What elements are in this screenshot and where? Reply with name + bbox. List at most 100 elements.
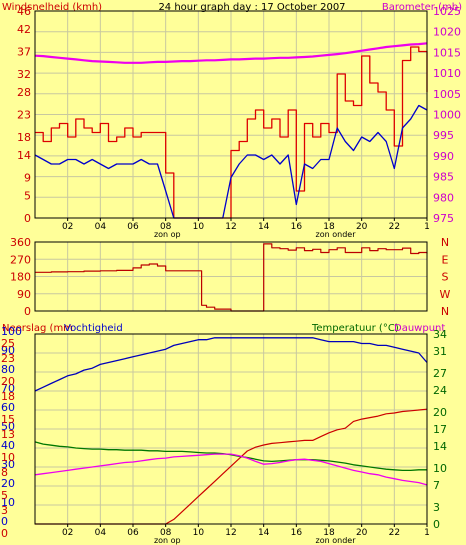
low-xtick-label: 08 xyxy=(160,528,172,538)
wind-ytick-label: 28 xyxy=(17,86,31,99)
barometer-ytick-label: 980 xyxy=(433,191,454,204)
humidity-ytick-label: 80 xyxy=(1,363,15,376)
wind-xtick-label: 08 xyxy=(160,222,172,232)
barometer-axis-label: Barometer (mb) xyxy=(382,2,462,13)
barometer-ytick-label: 990 xyxy=(433,150,454,163)
compass-label: E xyxy=(442,253,449,266)
rain-ytick-label: 20 xyxy=(1,375,15,388)
wind-xtick-label: 16 xyxy=(291,222,303,232)
temperature-ytick-label: 14 xyxy=(433,440,447,453)
rain-ytick-label: 8 xyxy=(1,466,8,479)
wind-xtick-label: 02 xyxy=(62,222,73,232)
barometer-ytick-label: 995 xyxy=(433,129,454,142)
temperature-axis-label: Temperatuur (°C) xyxy=(311,323,399,334)
direction-ytick-label: 360 xyxy=(10,236,31,249)
wind-sunset-label: zon onder xyxy=(316,230,357,239)
compass-label: N xyxy=(441,236,449,249)
temperature-ytick-label: 20 xyxy=(433,406,447,419)
humidity-line xyxy=(34,337,428,392)
wind-axis-label: Windsnelheid (kmh) xyxy=(2,2,102,13)
humidity-ytick-label: 60 xyxy=(1,401,15,414)
wind-xtick-label: 06 xyxy=(127,222,139,232)
wind-ytick-label: 42 xyxy=(17,23,31,36)
humidity-ytick-label: 70 xyxy=(1,382,15,395)
barometer-ytick-label: 1020 xyxy=(433,26,461,39)
dewpoint-line xyxy=(34,453,428,486)
wind-ytick-label: 5 xyxy=(24,190,31,203)
rain-axis-label: Neerslag (mm xyxy=(2,323,73,334)
low-xtick-label: 10 xyxy=(193,528,205,538)
wind-sunrise-label: zon op xyxy=(154,230,181,239)
humidity-ytick-label: 30 xyxy=(1,458,15,471)
low-xtick-label: 02 xyxy=(62,528,73,538)
temperature-ytick-label: 31 xyxy=(433,345,447,358)
barometer-ytick-label: 1010 xyxy=(433,67,461,80)
humidity-ytick-label: 50 xyxy=(1,420,15,433)
low-xtick-label: 06 xyxy=(127,528,139,538)
low-xtick-label: 16 xyxy=(291,528,303,538)
barometer-ytick-label: 985 xyxy=(433,171,454,184)
wind-xtick-label: 14 xyxy=(258,222,270,232)
compass-label: W xyxy=(440,288,451,301)
low-xtick-label: 22 xyxy=(389,528,400,538)
barometer-ytick-label: 1000 xyxy=(433,109,461,122)
humidity-axis-label: Vochtigheid xyxy=(64,323,123,334)
dewpoint-axis-label: Dauwpunt xyxy=(394,323,445,334)
rain-ytick-label: 5 xyxy=(1,489,8,502)
wind-ytick-label: 18 xyxy=(17,131,31,144)
humidity-ytick-label: 20 xyxy=(1,477,15,490)
low-sunrise-label: zon op xyxy=(154,536,181,545)
direction-ytick-label: 270 xyxy=(10,253,31,266)
temperature-ytick-label: 0 xyxy=(433,518,440,531)
wind-xtick-label: 1 xyxy=(424,222,430,232)
wind-ytick-label: 32 xyxy=(17,68,31,81)
rain-ytick-label: 18 xyxy=(1,390,15,403)
wind-average-line xyxy=(34,104,428,219)
wind-direction-line xyxy=(35,243,428,312)
direction-frame xyxy=(34,241,428,312)
temperature-ytick-label: 17 xyxy=(433,423,447,436)
rain-ytick-label: 25 xyxy=(1,337,15,350)
wind-xtick-label: 22 xyxy=(389,222,400,232)
temperature-ytick-label: 34 xyxy=(433,328,447,341)
temperature-ytick-label: 10 xyxy=(433,462,447,475)
rain-ytick-label: 10 xyxy=(1,451,15,464)
direction-ytick-label: 90 xyxy=(17,288,31,301)
direction-ytick-label: 0 xyxy=(24,305,31,318)
humidity-ytick-label: 10 xyxy=(1,496,15,509)
humidity-ytick-label: 40 xyxy=(1,439,15,452)
rain-ytick-label: 3 xyxy=(1,504,8,517)
humidity-ytick-label: 0 xyxy=(1,515,8,528)
wind-xtick-label: 10 xyxy=(193,222,205,232)
low-xtick-label: 18 xyxy=(323,528,335,538)
wind-xtick-label: 04 xyxy=(95,222,107,232)
wind-xtick-label: 18 xyxy=(323,222,335,232)
wind-ytick-label: 37 xyxy=(17,46,31,59)
wind-ytick-label: 9 xyxy=(24,172,31,185)
temperature-ytick-label: 7 xyxy=(433,479,440,492)
wind-gust-line xyxy=(35,46,428,219)
wind-xtick-label: 12 xyxy=(225,222,236,232)
rain-ytick-label: 13 xyxy=(1,428,15,441)
low-xtick-label: 04 xyxy=(95,528,107,538)
barometer-ytick-label: 1015 xyxy=(433,46,461,59)
temperature-ytick-label: 3 xyxy=(433,501,440,514)
low-xtick-label: 1 xyxy=(424,528,430,538)
rain-ytick-label: 15 xyxy=(1,413,15,426)
low-sunset-label: zon onder xyxy=(316,536,357,545)
wind-ytick-label: 46 xyxy=(17,5,31,18)
temperature-ytick-label: 27 xyxy=(433,367,447,380)
temperature-ytick-label: 24 xyxy=(433,384,447,397)
low-xtick-label: 20 xyxy=(356,528,368,538)
barometer-ytick-label: 1025 xyxy=(433,5,461,18)
compass-label: S xyxy=(442,271,449,284)
barometer-line xyxy=(34,42,428,64)
barometer-ytick-label: 1005 xyxy=(433,88,461,101)
wind-xtick-label: 20 xyxy=(356,222,368,232)
chart-title: 24 hour graph day : 17 October 2007 xyxy=(158,2,345,13)
direction-ytick-label: 180 xyxy=(10,271,31,284)
humidity-ytick-label: 90 xyxy=(1,344,15,357)
barometer-ytick-label: 975 xyxy=(433,212,454,225)
wind-ytick-label: 14 xyxy=(17,149,31,162)
